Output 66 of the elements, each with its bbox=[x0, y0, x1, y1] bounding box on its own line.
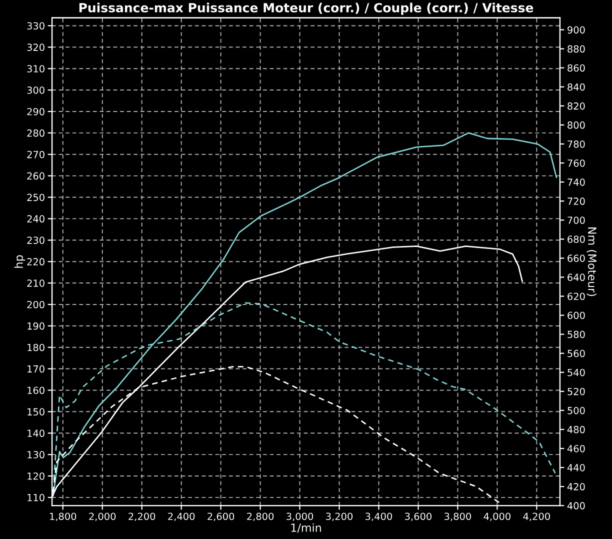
x-tick-label: 2,000 bbox=[89, 512, 116, 522]
y-tick-label: 210 bbox=[27, 279, 44, 287]
x-tick-label: 2,400 bbox=[168, 512, 195, 522]
y-tick-label: 220 bbox=[27, 258, 44, 266]
x-tick-label: 3,800 bbox=[444, 512, 471, 522]
y-tick-label: 300 bbox=[27, 86, 44, 94]
y-tick-label: 250 bbox=[27, 194, 44, 202]
y2-tick-label: 460 bbox=[567, 444, 585, 452]
y2-tick-label: 600 bbox=[568, 312, 585, 320]
y2-tick-label: 560 bbox=[568, 350, 585, 358]
x-tick-label: 3,000 bbox=[286, 512, 314, 522]
x-tick-label: 4,000 bbox=[484, 512, 510, 522]
y-tick-label: 140 bbox=[28, 430, 44, 437]
x-tick-label: 2,600 bbox=[208, 512, 234, 522]
y-tick-label: 330 bbox=[27, 22, 44, 30]
y-tick-label: 320 bbox=[27, 44, 44, 51]
x-tick-label: 3,200 bbox=[326, 512, 353, 522]
y-tick-label: 150 bbox=[28, 408, 44, 416]
y-tick-label: 170 bbox=[28, 365, 44, 373]
y2-tick-label: 620 bbox=[568, 292, 585, 300]
y-tick-label: 200 bbox=[27, 300, 44, 308]
y-tick-label: 180 bbox=[28, 344, 44, 352]
x-tick-label: 2,200 bbox=[128, 512, 156, 522]
x-tick-label: 1,800 bbox=[50, 512, 76, 522]
y2-tick-label: 820 bbox=[568, 102, 585, 110]
y2-tick-label: 740 bbox=[568, 178, 585, 186]
y2-tick-label: 880 bbox=[568, 45, 585, 53]
y2-tick-label: 720 bbox=[568, 198, 585, 205]
x-tick-label: 3,600 bbox=[405, 512, 432, 522]
y-tick-label: 240 bbox=[27, 215, 44, 223]
y-tick-label: 110 bbox=[28, 494, 44, 502]
y2-axis-title: Nm (Moteur) bbox=[586, 228, 597, 296]
y2-tick-label: 800 bbox=[568, 121, 585, 129]
y2-tick-label: 540 bbox=[568, 368, 585, 376]
y-tick-label: 190 bbox=[28, 322, 44, 330]
y-tick-label: 310 bbox=[27, 65, 44, 72]
x-tick-label: 3,400 bbox=[366, 512, 392, 522]
y2-tick-label: 840 bbox=[568, 83, 585, 91]
y2-tick-label: 900 bbox=[568, 26, 585, 34]
chart-title: Puissance-max Puissance Moteur (corr.) / Couple (corr.) / Vitesse bbox=[79, 2, 534, 15]
y2-tick-label: 440 bbox=[567, 464, 585, 472]
y2-tick-label: 580 bbox=[568, 330, 585, 338]
y-tick-label: 270 bbox=[27, 150, 44, 158]
y-tick-label: 230 bbox=[27, 236, 44, 244]
y2-tick-label: 760 bbox=[568, 159, 585, 167]
y-tick-label: 260 bbox=[27, 172, 44, 180]
y2-tick-label: 500 bbox=[568, 406, 585, 414]
y2-tick-label: 640 bbox=[568, 274, 585, 282]
y-tick-label: 280 bbox=[27, 129, 44, 137]
y2-tick-label: 680 bbox=[568, 236, 585, 243]
y-tick-label: 130 bbox=[28, 451, 44, 458]
y2-tick-label: 400 bbox=[567, 502, 585, 510]
x-axis-title: 1/min bbox=[291, 523, 321, 533]
y2-tick-label: 520 bbox=[568, 388, 585, 396]
y2-tick-label: 480 bbox=[567, 426, 585, 434]
x-tick-label: 2,800 bbox=[247, 512, 274, 522]
y-axis-title: hp bbox=[14, 255, 26, 268]
y2-tick-label: 700 bbox=[568, 216, 585, 224]
x-tick-label: 4,200 bbox=[523, 512, 550, 522]
y2-tick-label: 660 bbox=[568, 254, 585, 262]
y2-tick-label: 780 bbox=[568, 140, 585, 148]
y2-tick-label: 860 bbox=[568, 64, 585, 72]
y-tick-label: 120 bbox=[28, 472, 44, 480]
y2-tick-label: 420 bbox=[567, 483, 585, 490]
y-tick-label: 160 bbox=[28, 386, 44, 394]
y-tick-label: 290 bbox=[27, 108, 44, 116]
